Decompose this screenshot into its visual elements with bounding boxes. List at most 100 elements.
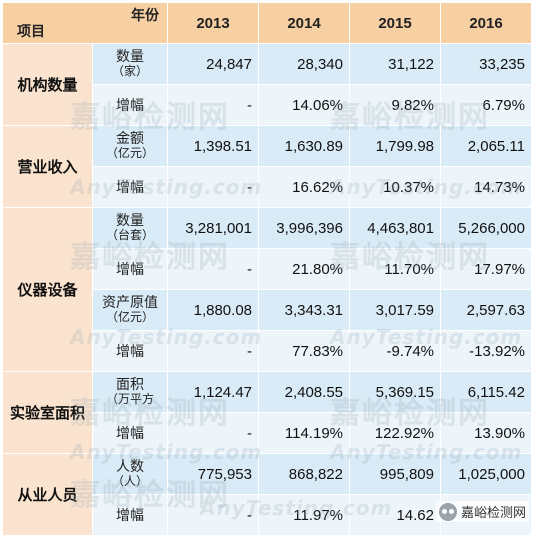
value-cell: 1,025,000 xyxy=(440,453,532,495)
table-row: 增幅 -14.06% 9.82% 6.79% xyxy=(3,84,532,126)
category-cell: 机构数量 xyxy=(2,43,93,126)
metric-label-cell: 增幅 xyxy=(92,330,168,372)
year-header-2014: 2014 xyxy=(258,2,350,44)
value-cell: 6.79% xyxy=(440,84,532,126)
value-cell: 14.62 xyxy=(349,494,441,536)
value-cell: - xyxy=(167,412,259,454)
metric-label: 数量 xyxy=(116,48,144,64)
category-cell: 营业收入 xyxy=(2,125,93,208)
metric-unit: （亿元） xyxy=(105,146,154,160)
metric-label: 人数 xyxy=(116,458,144,474)
table-row: 仪器设备 数量 （台套） 3,281,001 3,996,396 4,463,801 5,2… xyxy=(2,207,532,372)
metric-label: 增幅 xyxy=(116,506,144,523)
metric-label-cell: 面积 （万平方 xyxy=(92,371,168,413)
metric-label: 增幅 xyxy=(116,178,144,195)
year-header-2016: 2016 xyxy=(440,2,532,44)
metric-label: 增幅 xyxy=(116,424,144,441)
metric-label-cell: 数量 （台套） xyxy=(92,207,168,249)
metric-label-cell: 增幅 xyxy=(92,494,168,536)
value-cell: 3,281,001 xyxy=(167,207,259,249)
metric-label: 金额 xyxy=(116,130,144,146)
metric-label-cell: 金额 （亿元） xyxy=(92,125,168,167)
category-cell: 仪器设备 xyxy=(2,207,93,372)
value-cell: 16.62% xyxy=(258,166,350,208)
value-cell: 1,799.98 xyxy=(349,125,441,167)
category-cell: 实验室面积 xyxy=(2,371,93,454)
value-cell: 21.80% xyxy=(258,248,350,290)
value-cell: 122.92% xyxy=(349,412,441,454)
value-cell: 1,124.47 xyxy=(167,371,259,413)
value-cell: 4,463,801 xyxy=(349,207,441,249)
value-cell: 5,369.15 xyxy=(349,371,441,413)
table-row: 从业人员 人数 （人） 775,953 868,822 995,809 1,025,000 xyxy=(2,453,532,536)
value-cell: 77.83% xyxy=(258,330,350,372)
metric-label-cell: 增幅 xyxy=(92,248,168,290)
value-cell: 10.37% xyxy=(349,166,441,208)
metric-label-cell: 人数 （人） xyxy=(92,453,168,495)
table-row: 增幅 -77.83% -9.74% -13.92% xyxy=(3,330,532,372)
value-cell: 31,122 xyxy=(349,43,441,85)
table-row: 机构数量 数量 （家） 24,847 28,340 31,122 33,235 xyxy=(2,43,532,126)
metric-label: 增幅 xyxy=(116,96,144,113)
value-cell: 33,235 xyxy=(440,43,532,85)
value-cell: 14.06% xyxy=(258,84,350,126)
value-cell: 995,809 xyxy=(349,453,441,495)
table-row: 营业收入 金额 （亿元） 1,398.51 1,630.89 1,799.98 2,065.… xyxy=(2,125,532,208)
corner-header-cell: 年份 项目 xyxy=(2,2,168,44)
metric-label-cell: 资产原值 （亿元） xyxy=(92,289,168,331)
value-cell: 1,880.08 xyxy=(167,289,259,331)
metric-unit: （人） xyxy=(111,474,148,488)
value-cell: 14.73% xyxy=(440,166,532,208)
table-row: 增幅 -16.62% 10.37% 14.73% xyxy=(3,166,532,208)
value-cell: - xyxy=(167,166,259,208)
metric-unit: （亿元） xyxy=(105,310,154,324)
year-header-label: 年份 xyxy=(131,7,159,23)
item-header-label: 项目 xyxy=(17,23,45,39)
value-cell: 1,398.51 xyxy=(167,125,259,167)
value-cell: -9.74% xyxy=(349,330,441,372)
value-cell: 9.82% xyxy=(349,84,441,126)
brand-logo: 嘉峪检测网 xyxy=(435,501,529,522)
metric-label: 面积 xyxy=(116,376,144,392)
value-cell: 3,017.59 xyxy=(349,289,441,331)
metric-label-cell: 增幅 xyxy=(92,84,168,126)
value-cell: 3,996,396 xyxy=(258,207,350,249)
metric-unit: （台套） xyxy=(105,228,154,242)
value-cell: - xyxy=(167,84,259,126)
value-cell: 11.70% xyxy=(349,248,441,290)
metric-label: 增幅 xyxy=(116,260,144,277)
value-cell: 2,065.11 xyxy=(440,125,532,167)
value-cell: 114.19% xyxy=(258,412,350,454)
value-cell: 11.97% xyxy=(258,494,350,536)
table-row: 资产原值 （亿元） 1,880.08 3,343.31 3,017.59 2,597.63 xyxy=(3,289,532,331)
value-cell: 775,953 xyxy=(167,453,259,495)
value-cell: 24,847 xyxy=(167,43,259,85)
value-cell: - xyxy=(167,494,259,536)
wechat-icon xyxy=(438,502,457,521)
metric-label-cell: 增幅 xyxy=(92,412,168,454)
header-row: 年份 项目 2013 2014 2015 2016 xyxy=(2,2,532,44)
value-cell: 28,340 xyxy=(258,43,350,85)
category-cell: 从业人员 xyxy=(2,453,93,536)
value-cell: -13.92% xyxy=(440,330,532,372)
value-cell: 1,630.89 xyxy=(258,125,350,167)
table-row: 实验室面积 面积 （万平方 1,124.47 2,408.55 5,369.15 6,115… xyxy=(2,371,532,454)
value-cell: - xyxy=(167,330,259,372)
value-cell: 3,343.31 xyxy=(258,289,350,331)
metric-label-cell: 增幅 xyxy=(92,166,168,208)
brand-logo-text: 嘉峪检测网 xyxy=(460,506,526,521)
metric-unit: （家） xyxy=(111,64,148,78)
year-header-2013: 2013 xyxy=(167,2,259,44)
value-cell: - xyxy=(167,248,259,290)
value-cell: 5,266,000 xyxy=(440,207,532,249)
metric-label: 增幅 xyxy=(116,342,144,359)
metric-label-cell: 数量 （家） xyxy=(92,43,168,85)
year-header-2015: 2015 xyxy=(349,2,441,44)
value-cell: 13.90% xyxy=(440,412,532,454)
table-row: 增幅 -114.19% 122.92% 13.90% xyxy=(3,412,532,454)
value-cell: 6,115.42 xyxy=(440,371,532,413)
value-cell: 2,597.63 xyxy=(440,289,532,331)
